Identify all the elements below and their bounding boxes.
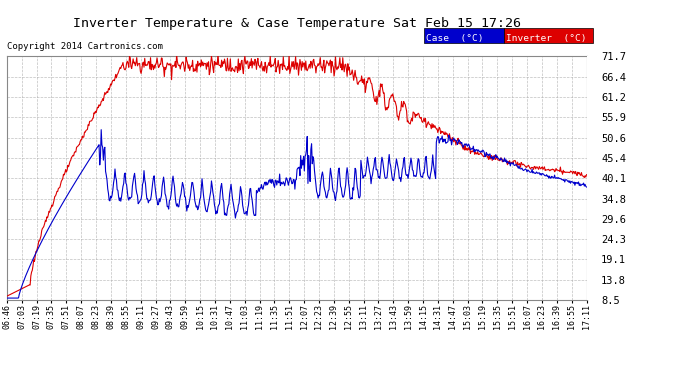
Text: Copyright 2014 Cartronics.com: Copyright 2014 Cartronics.com [7, 42, 163, 51]
Text: Inverter  (°C): Inverter (°C) [506, 34, 586, 43]
Text: Case  (°C): Case (°C) [426, 34, 484, 43]
Text: Inverter Temperature & Case Temperature Sat Feb 15 17:26: Inverter Temperature & Case Temperature … [72, 17, 521, 30]
